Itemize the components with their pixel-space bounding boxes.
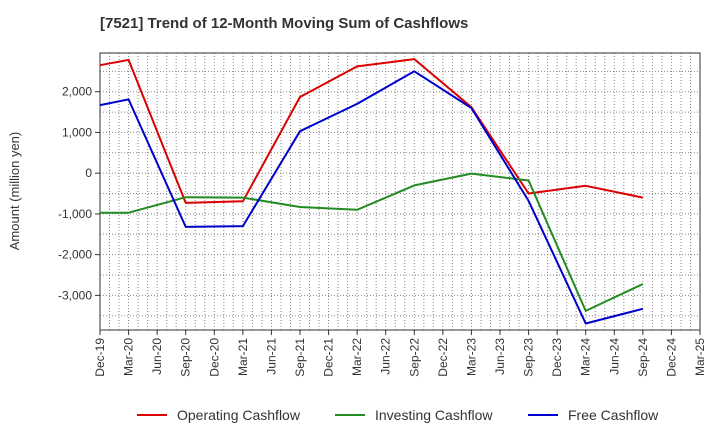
operating-cashflow-legend-label: Operating Cashflow — [177, 407, 301, 423]
x-tick-label: Mar-24 — [579, 338, 593, 376]
x-tick-label: Jun-21 — [264, 338, 278, 375]
legend: Operating Cashflow Investing Cashflow Free… — [137, 407, 659, 423]
x-tick-label: Jun-20 — [150, 338, 164, 375]
x-tick-label: Sep-21 — [293, 338, 307, 377]
x-tick-label: Dec-19 — [93, 338, 107, 377]
x-tick-label: Jun-23 — [493, 338, 507, 375]
x-tick-label: Mar-22 — [350, 338, 364, 376]
free-cashflow-legend-label: Free Cashflow — [568, 407, 659, 423]
plot-border — [99, 52, 701, 331]
x-tick-label: Sep-24 — [636, 338, 650, 377]
operating-cashflow-line — [99, 58, 644, 204]
y-tick-label: 0 — [85, 166, 92, 180]
grid — [100, 53, 700, 330]
chart-title: [7521] Trend of 12-Month Moving Sum of C… — [100, 15, 469, 32]
x-axis: Dec-19 Mar-20 Jun-20 Sep-20 Dec-20 Mar-21 Jun-… — [93, 330, 707, 377]
x-tick-label: Dec-22 — [436, 338, 450, 377]
x-tick-label: Sep-23 — [522, 338, 536, 377]
y-tick-label: 1,000 — [62, 125, 92, 139]
series-lines — [99, 58, 644, 325]
x-tick-label: Mar-23 — [464, 338, 478, 376]
x-tick-label: Dec-21 — [322, 338, 336, 377]
free-cashflow-line — [99, 70, 644, 325]
x-tick-label: Dec-20 — [207, 338, 221, 377]
y-tick-label: 2,000 — [62, 85, 92, 99]
x-tick-label: Sep-22 — [407, 338, 421, 377]
x-tick-label: Mar-20 — [122, 338, 136, 376]
y-tick-label: -3,000 — [58, 288, 92, 302]
x-tick-label: Mar-25 — [693, 338, 707, 376]
y-tick-label: -1,000 — [58, 207, 92, 221]
investing-cashflow-line — [100, 172, 644, 312]
y-axis-label: Amount (million yen) — [7, 132, 22, 251]
investing-cashflow-legend-label: Investing Cashflow — [375, 407, 493, 423]
x-tick-label: Dec-24 — [664, 338, 678, 377]
y-axis: 2,000 1,000 0 -1,000 -2,000 -3,000 — [58, 85, 100, 302]
y-tick-label: -2,000 — [58, 248, 92, 262]
x-tick-label: Mar-21 — [236, 338, 250, 376]
x-tick-label: Jun-24 — [607, 338, 621, 375]
x-tick-label: Sep-20 — [179, 338, 193, 377]
x-tick-label: Dec-23 — [550, 338, 564, 377]
x-tick-label: Jun-22 — [379, 338, 393, 375]
